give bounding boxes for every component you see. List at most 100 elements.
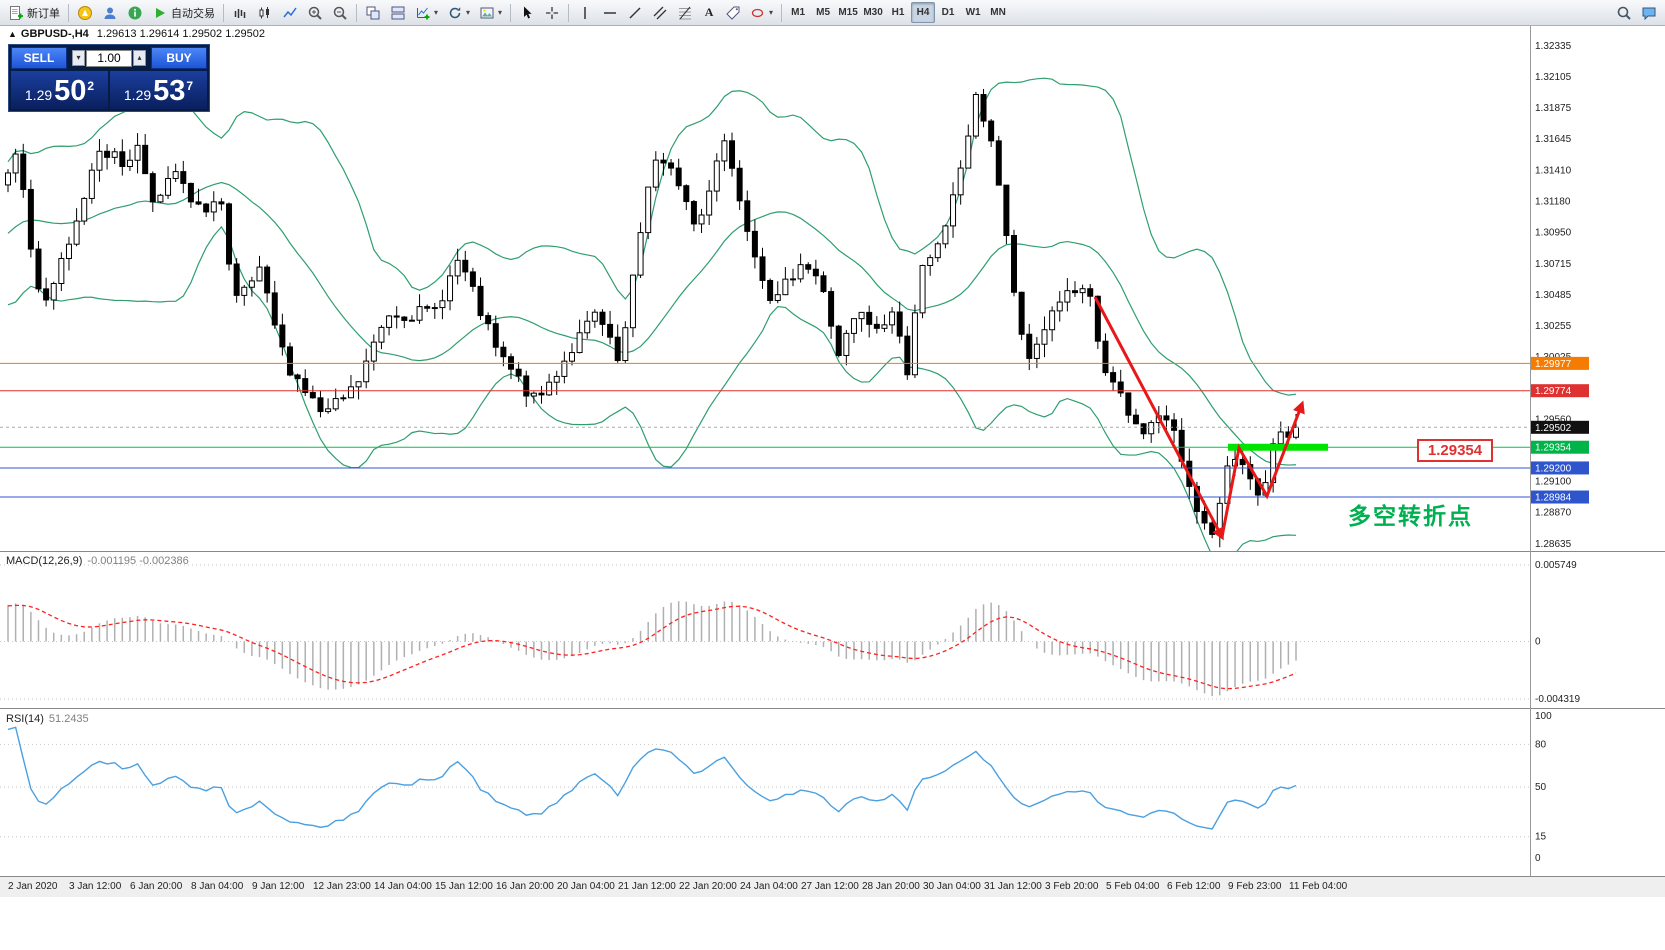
chat-button[interactable]: [1637, 2, 1661, 23]
macd-label: MACD(12,26,9) -0.001195 -0.002386: [6, 555, 189, 567]
timeframe-h4[interactable]: H4: [911, 2, 936, 23]
svg-text:1.31875: 1.31875: [1535, 103, 1572, 114]
turning-point-note[interactable]: 多空转折点: [1348, 503, 1473, 529]
time-axis[interactable]: 2 Jan 2020 3 Jan 12:00 6 Jan 20:00 8 Jan 04…: [0, 876, 1665, 897]
svg-text:1.29354: 1.29354: [1535, 443, 1572, 454]
play-icon: [156, 7, 165, 18]
info-icon: [128, 6, 142, 19]
timeframe-h1[interactable]: H1: [886, 2, 910, 23]
profiles-button[interactable]: ▾: [443, 2, 474, 23]
new-order-label: 新订单: [27, 7, 60, 20]
macd-panel[interactable]: 0.005749 0 -0.004319: [0, 551, 1665, 708]
info-button[interactable]: [123, 2, 147, 23]
vertical-line-button[interactable]: [573, 2, 597, 23]
dropdown-arrow-icon: ▾: [498, 7, 503, 17]
label-tool-button[interactable]: [721, 2, 745, 23]
buy-price-display[interactable]: 1.29 53 7: [110, 71, 207, 109]
cascade-windows-icon: [366, 6, 380, 19]
time-label: 9 Jan 12:00: [252, 881, 305, 892]
toolbar: 新订单 自动交易 ▾ ▾ ▾ A ▾ M1 M5: [0, 0, 1665, 26]
time-label: 14 Jan 04:00: [374, 881, 432, 892]
shapes-button[interactable]: ▾: [746, 2, 777, 23]
sell-price-display[interactable]: 1.29 50 2: [11, 71, 108, 109]
price-chart[interactable]: 1.32335 1.32105 1.31875 1.31645 1.31410 1.311…: [0, 26, 1665, 551]
buy-price-pips: 53: [153, 75, 186, 107]
time-label: 6 Jan 20:00: [130, 881, 183, 892]
dropdown-arrow-icon: ▾: [466, 7, 471, 17]
price-tags: 1.29977 1.29774 1.29502 1.29354 1.29200 1.289…: [1531, 356, 1589, 504]
svg-text:80: 80: [1535, 739, 1547, 750]
channel-button[interactable]: [648, 2, 672, 23]
template-button[interactable]: ▾: [475, 2, 506, 23]
rsi-guides: [0, 743, 1530, 838]
time-label: 11 Feb 04:00: [1289, 881, 1348, 892]
zoom-in-button[interactable]: [303, 2, 327, 23]
cursor-button[interactable]: [515, 2, 539, 23]
search-button[interactable]: [1612, 2, 1636, 23]
macd-signal-line: [7, 604, 1297, 690]
horizontal-line-button[interactable]: [598, 2, 622, 23]
sell-button[interactable]: SELL: [11, 47, 67, 69]
timeframe-m15[interactable]: M15: [836, 2, 860, 23]
time-label: 21 Jan 12:00: [618, 881, 676, 892]
svg-text:1.31180: 1.31180: [1535, 196, 1571, 207]
svg-text:1.31645: 1.31645: [1535, 134, 1572, 145]
buy-price-point: 7: [186, 79, 194, 93]
timeframe-d1[interactable]: D1: [936, 2, 960, 23]
buy-button[interactable]: BUY: [151, 47, 207, 69]
candlestick-icon: [259, 6, 269, 18]
compass-icon: [78, 5, 92, 20]
tile-windows-button[interactable]: [386, 2, 410, 23]
timeframe-m5[interactable]: M5: [811, 2, 835, 23]
rsi-panel[interactable]: 100 80 50 15 0: [0, 708, 1665, 876]
svg-text:1.29200: 1.29200: [1535, 463, 1572, 474]
crosshair-icon: [546, 6, 559, 19]
time-label: 3 Jan 12:00: [69, 881, 122, 892]
market-button[interactable]: [73, 2, 97, 23]
svg-text:1.28870: 1.28870: [1535, 507, 1572, 518]
macd-histogram: [7, 601, 1297, 697]
separator: [510, 3, 512, 22]
new-order-button[interactable]: 新订单: [4, 2, 64, 23]
candle-chart-button[interactable]: [253, 2, 277, 23]
cascade-windows-button[interactable]: [361, 2, 385, 23]
timeframe-m1[interactable]: M1: [786, 2, 810, 23]
crosshair-button[interactable]: [540, 2, 564, 23]
volume-decrease-button[interactable]: ▾: [72, 50, 85, 66]
sell-price-pips: 50: [54, 75, 87, 107]
rsi-line: [7, 726, 1297, 830]
svg-text:1.30715: 1.30715: [1535, 259, 1572, 270]
channel-icon: [653, 6, 667, 19]
time-label: 28 Jan 20:00: [862, 881, 920, 892]
separator: [356, 3, 357, 22]
fibonacci-button[interactable]: [673, 2, 697, 23]
zoom-out-button[interactable]: [328, 2, 352, 23]
trendline-button[interactable]: [623, 2, 647, 23]
timeframe-m30[interactable]: M30: [861, 2, 885, 23]
volume-increase-button[interactable]: ▴: [133, 50, 146, 66]
svg-text:1.28984: 1.28984: [1535, 493, 1572, 504]
trend-arrows: [1093, 296, 1305, 541]
text-tool-icon: A: [704, 5, 714, 19]
autotrade-label: 自动交易: [171, 7, 215, 20]
refresh-icon: [449, 6, 461, 18]
autotrade-button[interactable]: 自动交易: [148, 2, 219, 23]
new-order-icon: [10, 5, 23, 20]
bar-chart-button[interactable]: [228, 2, 252, 23]
horizontal-line-icon: [604, 11, 617, 14]
rsi-name: RSI(14): [6, 713, 44, 725]
macd-name: MACD(12,26,9): [6, 555, 83, 567]
dropdown-arrow-icon: ▾: [434, 7, 439, 17]
svg-text:1.32335: 1.32335: [1535, 41, 1572, 52]
price-callout[interactable]: 1.29354: [1417, 439, 1493, 462]
new-chart-button[interactable]: ▾: [411, 2, 442, 23]
timeframe-mn[interactable]: MN: [986, 2, 1010, 23]
macd-values: -0.001195 -0.002386: [87, 555, 189, 567]
text-tool-button[interactable]: A: [698, 2, 720, 23]
community-button[interactable]: [98, 2, 122, 23]
timeframe-w1[interactable]: W1: [961, 2, 985, 23]
line-chart-button[interactable]: [278, 2, 302, 23]
volume-input[interactable]: [86, 49, 132, 67]
